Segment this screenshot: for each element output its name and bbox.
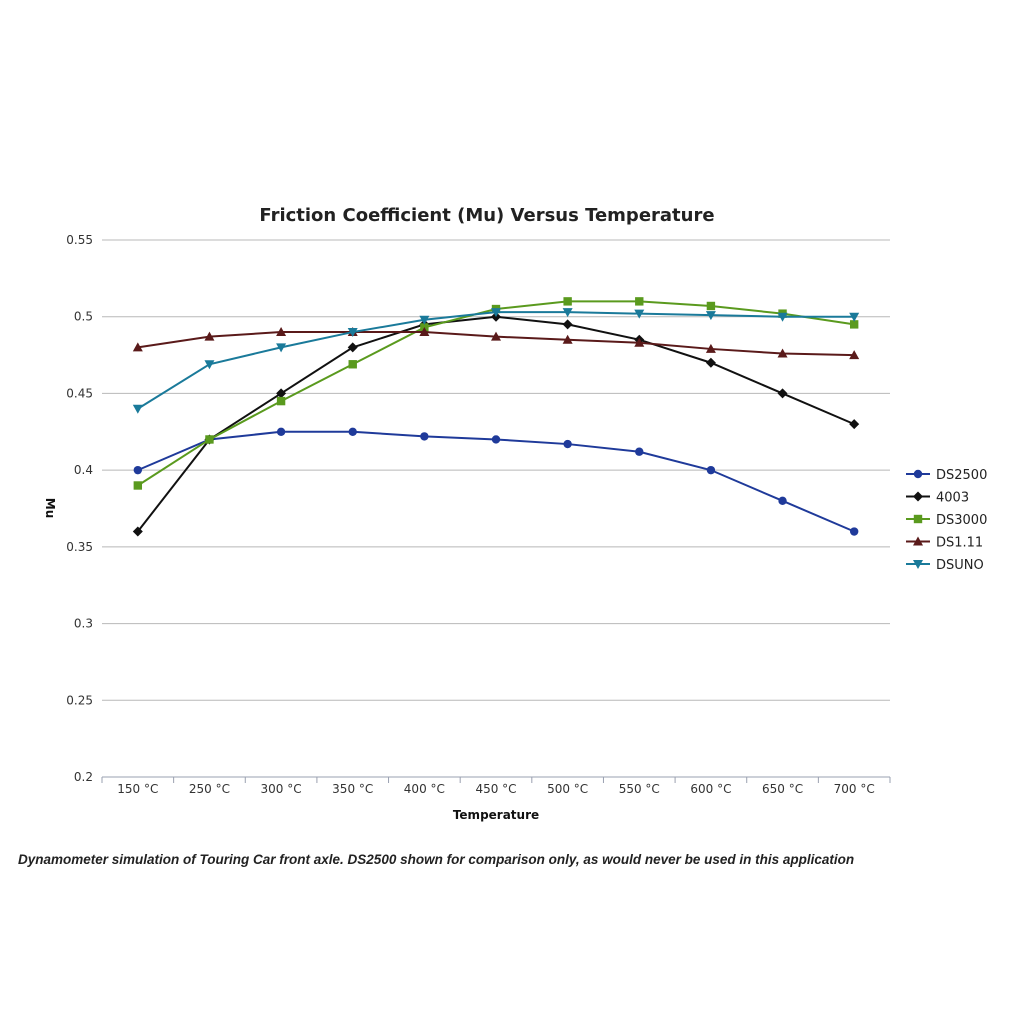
data-point: [778, 496, 787, 506]
series-line: [137, 430, 855, 533]
y-tick-label: 0.3: [74, 617, 93, 631]
series-4003: [132, 311, 860, 537]
legend-label: DSUNO: [936, 558, 984, 573]
data-point: [913, 491, 923, 502]
data-point: [276, 396, 286, 406]
data-point: [133, 465, 143, 475]
x-tick-label: 450 °C: [475, 782, 516, 796]
data-point: [563, 439, 572, 449]
data-point: [205, 435, 214, 444]
data-point: [849, 527, 859, 536]
data-point: [562, 319, 573, 330]
x-tick-label: 650 °C: [762, 782, 803, 796]
data-point: [777, 388, 788, 399]
data-point: [204, 331, 215, 341]
data-point: [348, 427, 357, 436]
data-point: [635, 297, 644, 306]
legend-item: 4003: [906, 491, 969, 506]
data-point: [562, 334, 573, 344]
legend-label: DS1.11: [936, 536, 983, 551]
legend-item: DS3000: [906, 513, 987, 528]
data-point: [705, 357, 716, 368]
x-tick-label: 150 °C: [117, 782, 158, 796]
y-axis-ticks: 0.2 0.25 0.3 0.35 0.4 0.45 0.5 0.55: [66, 233, 93, 784]
x-axis-title: Temperature: [453, 808, 539, 822]
data-point: [777, 348, 788, 358]
x-tick-label: 550 °C: [619, 782, 660, 796]
y-tick-label: 0.55: [66, 233, 93, 247]
x-tick-label: 600 °C: [690, 782, 731, 796]
y-tick-label: 0.25: [66, 693, 93, 707]
legend-label: 4003: [936, 491, 969, 506]
data-point: [347, 342, 358, 353]
y-tick-label: 0.2: [74, 770, 93, 784]
y-tick-label: 0.5: [74, 310, 93, 324]
data-point: [849, 312, 860, 322]
data-point: [276, 427, 286, 436]
x-tick-label: 300 °C: [261, 782, 302, 796]
data-point: [849, 350, 860, 360]
series-line: [137, 315, 855, 533]
data-point: [705, 311, 716, 321]
x-axis: 150 °C 250 °C 300 °C 350 °C 400 °C 450 °C 500 …: [101, 777, 891, 796]
data-point: [347, 328, 358, 338]
series-dsuno: [132, 308, 860, 414]
data-point: [913, 514, 923, 524]
data-point: [913, 536, 923, 546]
legend-item: DS1.11: [906, 536, 983, 551]
data-point: [635, 447, 644, 456]
x-tick-label: 500 °C: [547, 782, 588, 796]
x-tick-label: 400 °C: [404, 782, 445, 796]
data-point: [706, 465, 716, 475]
data-point: [913, 560, 923, 569]
data-point: [132, 526, 143, 537]
y-axis-title: Mu: [43, 498, 57, 518]
data-point: [419, 315, 430, 325]
data-point: [276, 343, 287, 353]
x-tick-label: 350 °C: [332, 782, 373, 796]
legend-item: DSUNO: [906, 558, 984, 573]
data-point: [705, 343, 716, 353]
y-tick-label: 0.45: [66, 386, 93, 400]
legend: DS2500 4003 DS3000 DS1.11 DSUNO: [906, 468, 987, 573]
data-point: [276, 388, 287, 399]
legend-label: DS2500: [936, 468, 987, 483]
data-point: [491, 435, 501, 444]
data-point: [706, 301, 716, 311]
data-point: [420, 432, 429, 441]
series-group: [132, 297, 860, 537]
data-point: [563, 297, 572, 306]
data-point: [491, 308, 501, 318]
data-point: [133, 481, 143, 490]
data-point: [348, 360, 357, 369]
series-ds2500: [133, 427, 859, 536]
data-point: [276, 327, 287, 337]
data-point: [132, 342, 143, 352]
y-tick-label: 0.4: [74, 463, 93, 477]
data-point: [419, 327, 430, 337]
series-ds1-11: [132, 327, 860, 360]
data-point: [849, 320, 859, 329]
data-point: [491, 331, 501, 341]
data-point: [913, 469, 923, 479]
grid-lines: [102, 239, 890, 778]
data-point: [132, 404, 143, 414]
chart-title: Friction Coefficient (Mu) Versus Tempera…: [259, 205, 714, 226]
x-tick-label: 250 °C: [189, 782, 230, 796]
data-point: [849, 419, 860, 430]
legend-item: DS2500: [906, 468, 987, 483]
series-line: [137, 311, 855, 410]
legend-label: DS3000: [936, 513, 987, 528]
data-point: [562, 308, 573, 318]
chart-caption: Dynamometer simulation of Touring Car fr…: [18, 852, 855, 867]
data-point: [204, 360, 215, 370]
x-tick-label: 700 °C: [834, 782, 875, 796]
y-tick-label: 0.35: [66, 540, 93, 554]
data-point: [634, 337, 645, 347]
data-point: [777, 312, 788, 322]
data-point: [634, 309, 645, 319]
